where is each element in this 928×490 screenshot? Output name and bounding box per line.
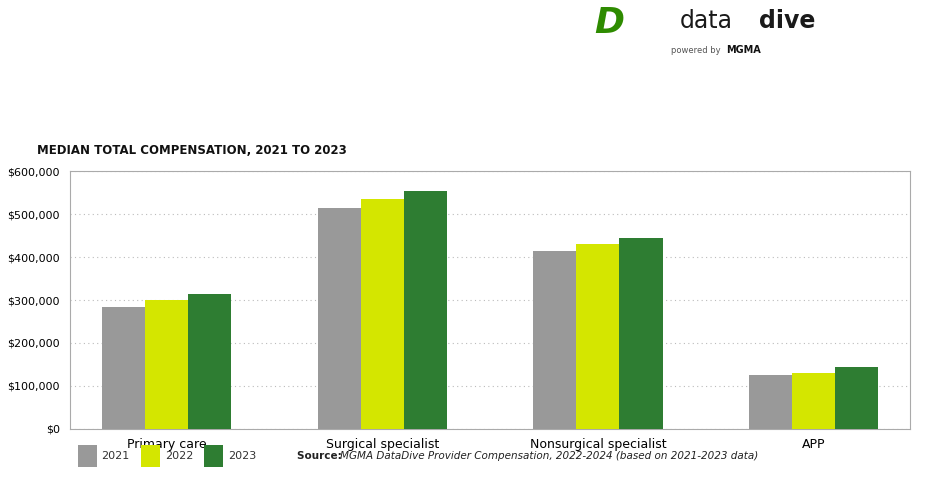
Text: 2023: 2023 [227,451,256,461]
Bar [102,307,145,429]
Text: 2021: 2021 [101,451,130,461]
Bar [404,191,446,429]
Bar [145,300,188,429]
Bar [791,373,834,429]
Bar [834,367,877,429]
Bar [748,375,791,429]
Bar [188,294,231,429]
Bar [204,445,223,467]
Text: dive: dive [758,9,815,33]
Bar [360,199,404,429]
Text: D: D [593,6,624,40]
Text: MGMA DataDive Provider Compensation, 2022-2024 (based on 2021-2023 data): MGMA DataDive Provider Compensation, 202… [340,451,758,461]
Bar [619,238,662,429]
Bar [317,208,360,429]
Bar [78,445,97,467]
Text: DATA TRENDS: PROVIDER COMPENSATION: DATA TRENDS: PROVIDER COMPENSATION [23,85,677,113]
Text: Source:: Source: [296,451,344,461]
Text: 2022: 2022 [164,451,193,461]
Text: MGMA: MGMA [726,45,760,55]
Text: powered by: powered by [671,46,726,55]
Bar [141,445,160,467]
Text: MEDIAN TOTAL COMPENSATION, 2021 TO 2023: MEDIAN TOTAL COMPENSATION, 2021 TO 2023 [37,144,346,157]
Bar [533,251,575,429]
Bar [575,245,619,429]
Text: data: data [678,9,731,33]
